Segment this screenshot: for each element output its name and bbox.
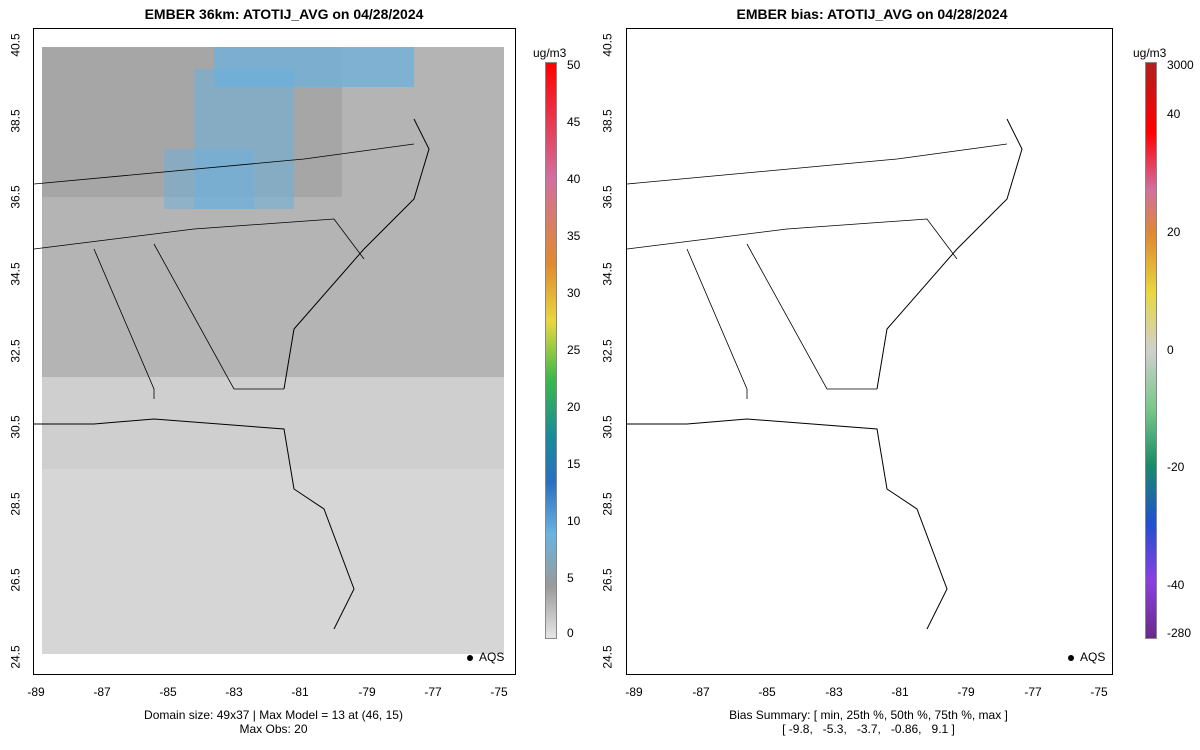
right-ytick: 26.5 — [600, 568, 615, 592]
left-xtick: -89 — [27, 685, 45, 699]
right-ytick: 40.5 — [600, 33, 615, 57]
left-ytick: 38.5 — [8, 109, 23, 133]
right-ytick: 36.5 — [600, 185, 615, 209]
left-colorbar-unit: ug/m3 — [533, 46, 567, 60]
left-cbar-tick: 5 — [567, 571, 574, 585]
left-cbar-tick: 15 — [567, 457, 581, 471]
left-ytick: 30.5 — [8, 415, 23, 439]
left-cbar-tick: 35 — [567, 229, 581, 243]
left-xtick: -75 — [490, 685, 508, 699]
right-footer: Bias Summary: [ min, 25th %, 50th %, 75t… — [626, 708, 1111, 736]
right-cbar-tick: -280 — [1167, 626, 1192, 640]
left-cbar-tick: 25 — [567, 343, 581, 357]
legend-dot-icon — [1068, 654, 1074, 661]
left-cbar-tick: 50 — [567, 58, 581, 72]
model-grid-ocean-region — [42, 469, 504, 654]
state-border-north — [34, 143, 415, 185]
right-xtick: -75 — [1090, 685, 1108, 699]
right-xtick: -89 — [625, 685, 643, 699]
right-panel-title: EMBER bias: ATOTIJ_AVG on 04/28/2024 — [736, 6, 1008, 22]
left-cbar-tick: 30 — [567, 286, 581, 300]
right-cbar-tick: -20 — [1167, 460, 1185, 474]
left-ytick: 24.5 — [8, 645, 23, 669]
left-xtick: -79 — [358, 685, 376, 699]
right-legend-label: AQS — [1080, 650, 1106, 664]
state-border-ga — [153, 243, 284, 390]
right-colorbar-unit: ug/m3 — [1133, 46, 1167, 60]
left-footer-line1: Domain size: 49x37 | Max Model = 13 at (… — [144, 708, 403, 722]
right-footer-line2: [ -9.8, -5.3, -3.7, -0.86, 9.1 ] — [782, 722, 955, 736]
left-ytick: 28.5 — [8, 492, 23, 516]
right-xtick: -85 — [758, 685, 776, 699]
left-xtick: -87 — [93, 685, 111, 699]
left-xtick: -85 — [159, 685, 177, 699]
left-legend: AQS — [467, 650, 504, 664]
right-cbar-tick: 40 — [1167, 107, 1181, 121]
right-ytick: 30.5 — [600, 415, 615, 439]
left-ytick: 40.5 — [8, 33, 23, 57]
right-map — [627, 118, 1023, 630]
right-cbar-tick: 20 — [1167, 225, 1181, 239]
right-ytick: 34.5 — [600, 262, 615, 286]
right-xtick: -77 — [1024, 685, 1042, 699]
model-high-region-south — [164, 149, 254, 209]
right-ytick: 38.5 — [600, 109, 615, 133]
state-border-middle — [34, 218, 365, 260]
left-ytick: 34.5 — [8, 262, 23, 286]
coastline-atlantic — [283, 118, 430, 390]
state-border-al — [93, 248, 155, 399]
coastline-gulf — [34, 418, 355, 630]
left-legend-label: AQS — [479, 650, 505, 664]
coastline-atlantic — [876, 118, 1023, 390]
left-colorbar — [545, 62, 557, 639]
legend-dot-icon — [467, 654, 473, 661]
left-xtick: -77 — [424, 685, 442, 699]
right-ytick: 32.5 — [600, 339, 615, 363]
right-cbar-tick: -40 — [1167, 578, 1185, 592]
left-ytick: 36.5 — [8, 185, 23, 209]
right-xtick: -87 — [692, 685, 710, 699]
left-footer-line2: Max Obs: 20 — [239, 722, 308, 736]
right-ytick: 24.5 — [600, 645, 615, 669]
right-cbar-tick: 0 — [1167, 343, 1174, 357]
right-footer-line1: Bias Summary: [ min, 25th %, 50th %, 75t… — [729, 708, 1008, 722]
right-legend: AQS — [1068, 650, 1105, 664]
left-ytick: 26.5 — [8, 568, 23, 592]
right-xtick: -81 — [891, 685, 909, 699]
state-border-middle — [627, 218, 958, 260]
left-ytick: 32.5 — [8, 339, 23, 363]
right-map-frame — [626, 28, 1113, 675]
right-xtick: -79 — [957, 685, 975, 699]
left-cbar-tick: 40 — [567, 172, 581, 186]
left-map — [34, 47, 504, 654]
right-ytick: 28.5 — [600, 492, 615, 516]
left-panel-title: EMBER 36km: ATOTIJ_AVG on 04/28/2024 — [144, 6, 424, 22]
left-footer: Domain size: 49x37 | Max Model = 13 at (… — [33, 708, 514, 736]
left-map-frame — [33, 28, 516, 675]
right-colorbar — [1145, 62, 1157, 639]
left-cbar-tick: 20 — [567, 400, 581, 414]
right-xtick: -83 — [825, 685, 843, 699]
left-xtick: -83 — [225, 685, 243, 699]
left-cbar-tick: 45 — [567, 115, 581, 129]
state-border-north — [627, 143, 1008, 185]
state-border-ga — [746, 243, 877, 390]
coastline-gulf — [627, 418, 948, 630]
state-border-al — [686, 248, 748, 399]
right-cbar-tick: 3000 — [1167, 58, 1194, 72]
left-cbar-tick: 10 — [567, 514, 581, 528]
left-xtick: -81 — [291, 685, 309, 699]
left-cbar-tick: 0 — [567, 626, 574, 640]
